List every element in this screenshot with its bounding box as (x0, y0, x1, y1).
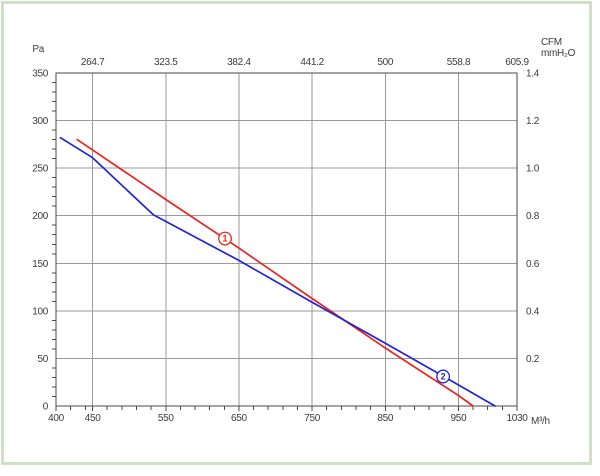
y-axis-right-tick-label: 1.2 (526, 116, 540, 127)
top-axis-tick-label: 264.7 (81, 57, 105, 68)
y-axis-left-tick-label: 200 (32, 211, 49, 222)
curve-2-marker-number: 2 (441, 372, 446, 382)
x-axis-tick-label: 450 (85, 413, 102, 424)
x-axis-tick-label: 650 (231, 413, 248, 424)
y-axis-left-tick-label: 300 (32, 116, 49, 127)
y-axis-right-tick-label: 1.0 (526, 164, 540, 175)
y-axis-right-tick-label: 0.6 (526, 259, 540, 270)
y-axis-left-tick-label: 350 (32, 69, 49, 80)
top-axis-tick-label: 500 (377, 57, 394, 68)
top-axis-tick-label: 323.5 (154, 57, 178, 68)
x-axis-tick-label: 750 (304, 413, 321, 424)
x-axis-tick-label: 950 (451, 413, 468, 424)
y-axis-right-tick-label: 0.2 (526, 354, 540, 365)
top-axis-tick-label: 441.2 (300, 57, 324, 68)
x-axis-tick-label: 850 (377, 413, 394, 424)
top-right-unit-label-cfm: CFM (541, 37, 562, 48)
y-axis-left-tick-label: 0 (43, 402, 49, 413)
curve-2-marker-circle (436, 369, 451, 384)
x-axis-tick-label: 1030 (506, 413, 528, 424)
top-axis-tick-label: 382.4 (227, 57, 251, 68)
y-axis-right-tick-label: 1.4 (526, 69, 540, 80)
plot-area (55, 72, 518, 407)
right-axis-unit-label-mmh2o: mmH₂O (541, 48, 576, 59)
x-axis-tick-label: 550 (158, 413, 175, 424)
y-axis-right-tick-label: 0.4 (526, 306, 540, 317)
y-axis-left-tick-label: 250 (32, 164, 49, 175)
y-axis-left-tick-label: 100 (32, 306, 49, 317)
y-axis-right-tick-label: 0.8 (526, 211, 540, 222)
bottom-axis-unit-label: M³/h (531, 416, 550, 427)
curve-1-marker-circle (218, 231, 232, 246)
curve-1 (76, 138, 474, 407)
y-axis-left-tick-label: 50 (37, 354, 48, 365)
x-axis-tick-label: 400 (48, 413, 65, 424)
curve-2 (59, 136, 496, 407)
y-axis-left-tick-label: 150 (32, 259, 49, 270)
top-axis-tick-label: 558.8 (447, 57, 471, 68)
left-axis-unit-label: Pa (32, 44, 44, 55)
curve-1-marker-number: 1 (223, 234, 228, 244)
top-axis-tick-label: 605.9 (505, 57, 529, 68)
